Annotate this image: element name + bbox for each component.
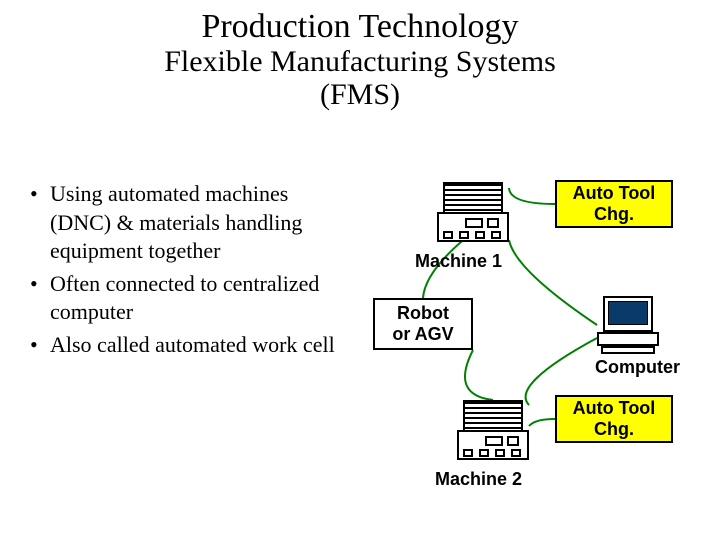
page-title: Production Technology [0,0,720,45]
machine-icon [457,400,529,460]
machine-1-label: Machine 1 [415,252,502,272]
subtitle-line-1: Flexible Manufacturing Systems [0,45,720,78]
auto-tool-box-2: Auto ToolChg. [555,395,673,443]
machine-2-label: Machine 2 [435,470,522,490]
computer-icon [597,296,659,354]
bullet-list: Using automated machines (DNC) & materia… [28,180,348,364]
list-item: Also called automated work cell [28,331,348,360]
auto-tool-box-1: Auto ToolChg. [555,180,673,228]
machine-icon [437,182,509,242]
box-label: Auto ToolChg. [573,398,656,439]
box-label: Auto ToolChg. [573,183,656,224]
computer-label: Computer [595,358,680,378]
robot-box: Robotor AGV [373,298,473,350]
fms-diagram: Auto ToolChg. Auto ToolChg. Robotor AGV … [365,170,715,500]
subtitle-line-2: (FMS) [0,78,720,111]
list-item: Using automated machines (DNC) & materia… [28,180,348,266]
box-label: Robotor AGV [392,303,453,344]
list-item: Often connected to centralized computer [28,270,348,327]
